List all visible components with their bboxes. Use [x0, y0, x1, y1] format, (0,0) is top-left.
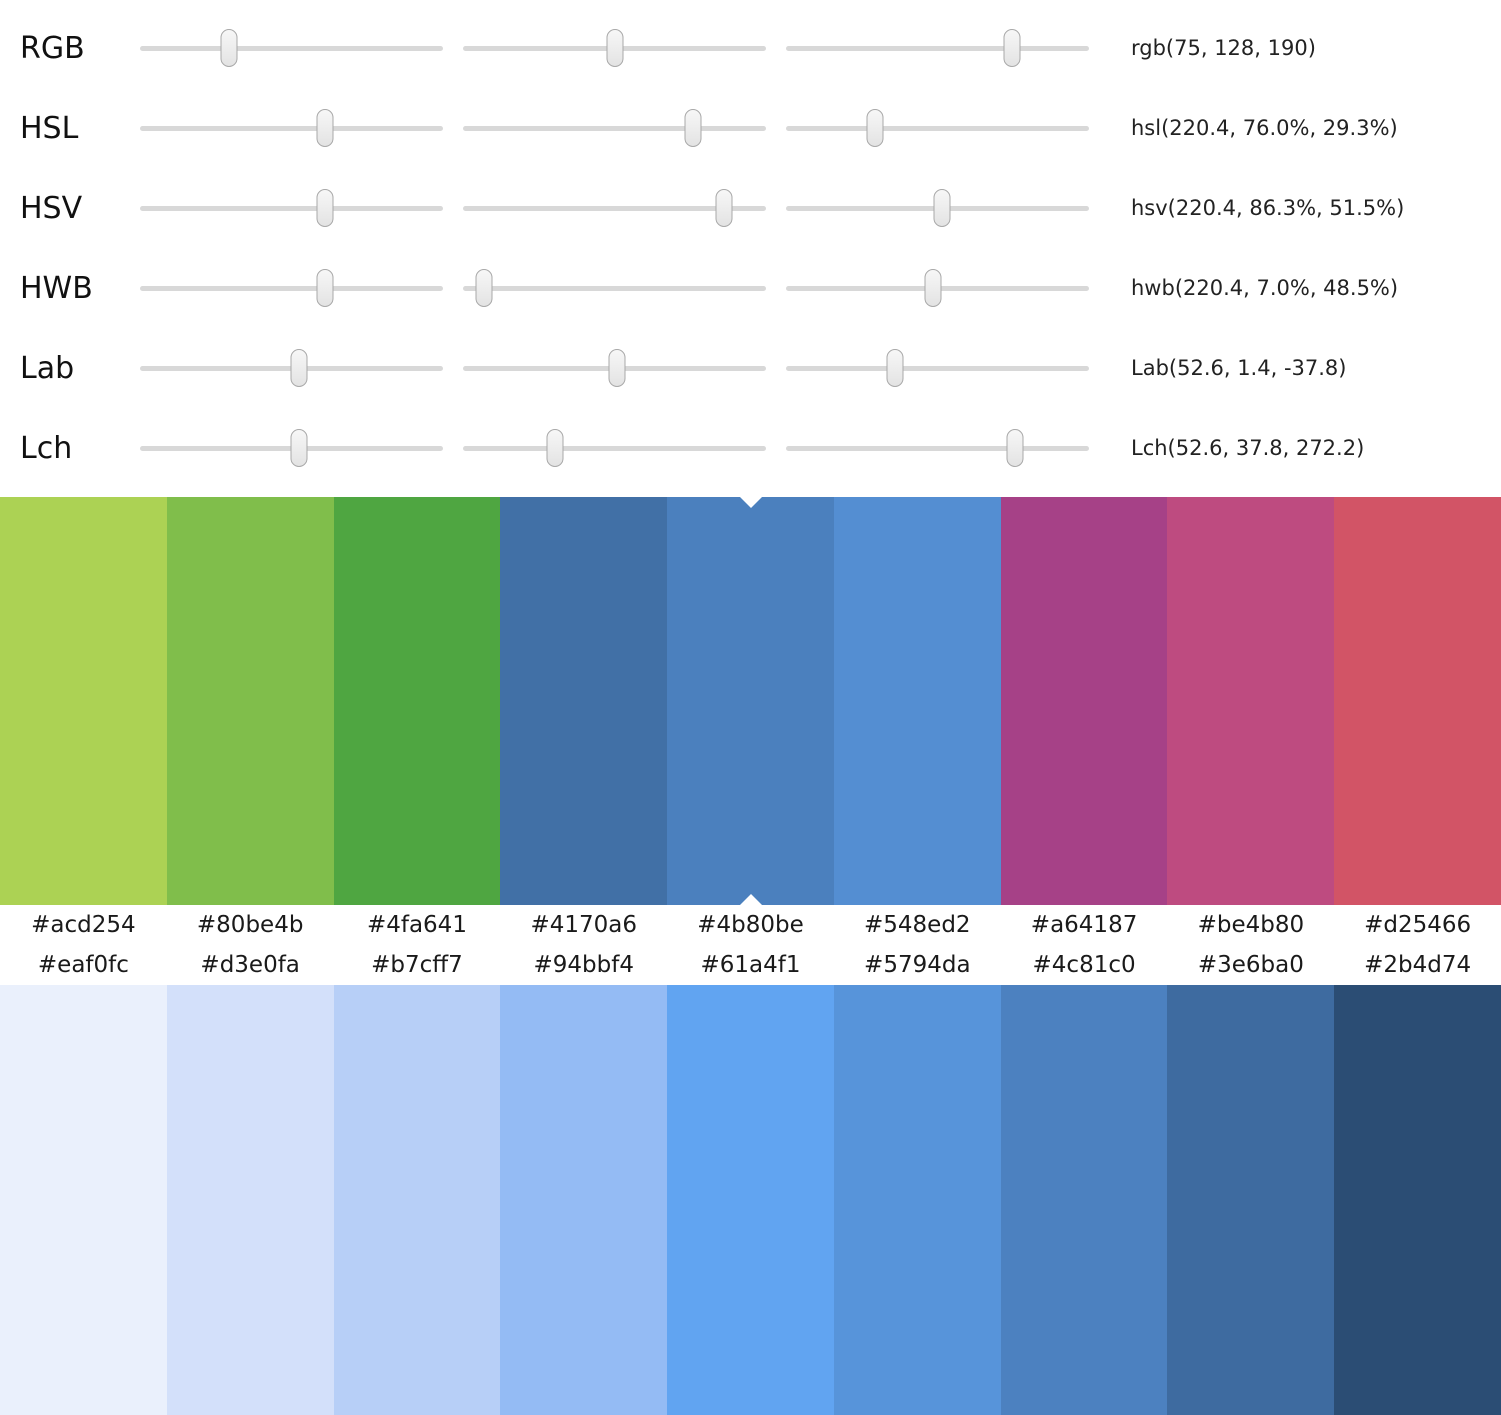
hsl-label: HSL — [20, 110, 79, 146]
hwb-label: HWB — [20, 270, 93, 306]
rgb-value: rgb(75, 128, 190) — [1131, 36, 1316, 60]
rgb-slider-handle-g[interactable] — [606, 29, 624, 67]
hsl-slider-track-l[interactable] — [786, 109, 1089, 147]
hsv-slider-handle-v[interactable] — [933, 189, 951, 227]
light-swatch[interactable] — [500, 985, 668, 1415]
hex-label: #5794da — [864, 952, 971, 978]
light-swatch[interactable] — [667, 985, 834, 1415]
hsv-label: HSV — [20, 190, 83, 226]
light-hex-row: #eaf0fc #d3e0fa #b7cff7 #94bbf4 #61a4f1 … — [0, 945, 1501, 985]
hex-label: #4170a6 — [530, 912, 637, 938]
slider-row-hwb: HWB hwb(220.4, 7.0%, 48.5%) — [0, 248, 1501, 328]
lab-slider-handle-a[interactable] — [608, 349, 626, 387]
hex-label: #d3e0fa — [200, 952, 300, 978]
hsl-slider-handle-h[interactable] — [316, 109, 334, 147]
hue-swatch-selected[interactable] — [667, 497, 834, 905]
rgb-slider-track-b[interactable] — [786, 29, 1089, 67]
lab-label: Lab — [20, 350, 75, 386]
hwb-slider-track-b[interactable] — [786, 269, 1089, 307]
hex-label: #d25466 — [1364, 912, 1472, 938]
hex-label: #4b80be — [697, 912, 804, 938]
hsv-value: hsv(220.4, 86.3%, 51.5%) — [1131, 196, 1405, 220]
hex-label: #80be4b — [196, 912, 304, 938]
lch-slider-handle-h[interactable] — [1006, 429, 1024, 467]
hsl-slider-track-s[interactable] — [463, 109, 766, 147]
hue-hex-row: #acd254 #80be4b #4fa641 #4170a6 #4b80be … — [0, 905, 1501, 945]
hsv-slider-handle-h[interactable] — [316, 189, 334, 227]
hwb-slider-handle-b[interactable] — [924, 269, 942, 307]
hex-label: #94bbf4 — [533, 952, 634, 978]
hwb-slider-handle-h[interactable] — [316, 269, 334, 307]
hsv-slider-track-s[interactable] — [463, 189, 766, 227]
hsv-slider-track-h[interactable] — [140, 189, 443, 227]
light-swatch[interactable] — [1167, 985, 1335, 1415]
rgb-slider-track-r[interactable] — [140, 29, 443, 67]
hex-label: #3e6ba0 — [1197, 952, 1304, 978]
hwb-slider-track-w[interactable] — [463, 269, 766, 307]
rgb-label: RGB — [20, 30, 85, 66]
hsv-slider-handle-s[interactable] — [715, 189, 733, 227]
lab-value: Lab(52.6, 1.4, -37.8) — [1131, 356, 1347, 380]
slider-row-lab: Lab Lab(52.6, 1.4, -37.8) — [0, 328, 1501, 408]
light-swatch[interactable] — [1334, 985, 1501, 1415]
hue-swatch[interactable] — [1000, 497, 1168, 905]
hwb-value: hwb(220.4, 7.0%, 48.5%) — [1131, 276, 1399, 300]
rgb-slider-handle-r[interactable] — [220, 29, 238, 67]
hex-label: #b7cff7 — [371, 952, 463, 978]
slider-row-hsv: HSV hsv(220.4, 86.3%, 51.5%) — [0, 168, 1501, 248]
slider-row-lch: Lch Lch(52.6, 37.8, 272.2) — [0, 408, 1501, 488]
lch-value: Lch(52.6, 37.8, 272.2) — [1131, 436, 1365, 460]
hsl-slider-track-h[interactable] — [140, 109, 443, 147]
lch-slider-track-h[interactable] — [786, 429, 1089, 467]
light-swatch[interactable] — [333, 985, 501, 1415]
light-swatch[interactable] — [166, 985, 334, 1415]
hue-swatch[interactable] — [0, 497, 167, 905]
rgb-slider-track-g[interactable] — [463, 29, 766, 67]
hex-label: #be4b80 — [1197, 912, 1305, 938]
hex-label: #a64187 — [1030, 912, 1138, 938]
hex-label: #eaf0fc — [37, 952, 129, 978]
lch-label: Lch — [20, 430, 73, 466]
lab-slider-track-l[interactable] — [140, 349, 443, 387]
hex-label: #4fa641 — [366, 912, 467, 938]
hwb-slider-handle-w[interactable] — [475, 269, 493, 307]
hue-swatch[interactable] — [166, 497, 334, 905]
hex-label: #548ed2 — [864, 912, 971, 938]
hue-swatch[interactable] — [500, 497, 668, 905]
lab-slider-track-a[interactable] — [463, 349, 766, 387]
lch-slider-track-c[interactable] — [463, 429, 766, 467]
hsl-slider-handle-s[interactable] — [684, 109, 702, 147]
hue-swatch[interactable] — [333, 497, 501, 905]
lab-slider-handle-l[interactable] — [290, 349, 308, 387]
hue-swatch[interactable] — [1334, 497, 1501, 905]
hex-label: #61a4f1 — [700, 952, 801, 978]
slider-panel: RGB rgb(75, 128, 190) HSL hsl(220.4, 76.… — [0, 0, 1501, 488]
hex-label: #4c81c0 — [1032, 952, 1136, 978]
hwb-slider-track-h[interactable] — [140, 269, 443, 307]
slider-row-hsl: HSL hsl(220.4, 76.0%, 29.3%) — [0, 88, 1501, 168]
rgb-slider-handle-b[interactable] — [1003, 29, 1021, 67]
light-swatch[interactable] — [0, 985, 167, 1415]
hsl-slider-handle-l[interactable] — [866, 109, 884, 147]
lch-slider-handle-c[interactable] — [546, 429, 564, 467]
lab-slider-track-b[interactable] — [786, 349, 1089, 387]
hex-label: #2b4d74 — [1364, 952, 1472, 978]
lab-slider-handle-b[interactable] — [886, 349, 904, 387]
hue-swatch[interactable] — [1167, 497, 1335, 905]
lch-slider-handle-l[interactable] — [290, 429, 308, 467]
hsv-slider-track-v[interactable] — [786, 189, 1089, 227]
lightness-palette — [0, 985, 1501, 1415]
light-swatch[interactable] — [833, 985, 1001, 1415]
slider-row-rgb: RGB rgb(75, 128, 190) — [0, 8, 1501, 88]
hue-swatch[interactable] — [833, 497, 1001, 905]
hue-palette — [0, 497, 1501, 905]
hsl-value: hsl(220.4, 76.0%, 29.3%) — [1131, 116, 1398, 140]
light-swatch[interactable] — [1000, 985, 1168, 1415]
lch-slider-track-l[interactable] — [140, 429, 443, 467]
hex-label: #acd254 — [31, 912, 136, 938]
